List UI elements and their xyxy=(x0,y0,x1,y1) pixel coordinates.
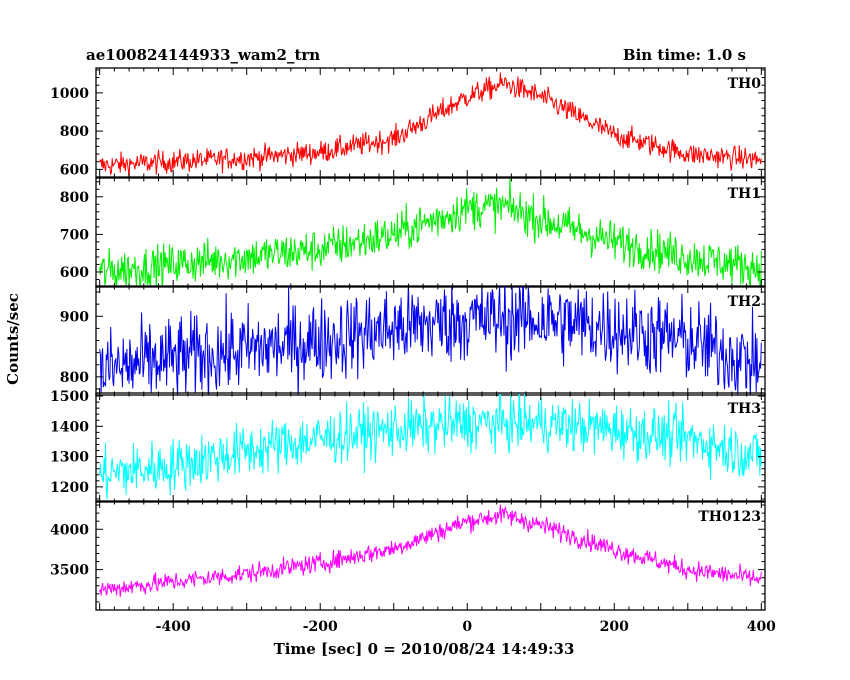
y-tick-label: 600 xyxy=(60,162,89,178)
y-tick-label: 1400 xyxy=(50,419,89,435)
panel-label-th0: TH0 xyxy=(728,76,762,92)
panel-frame xyxy=(95,500,766,611)
panel-label-th1: TH1 xyxy=(728,186,761,202)
y-tick-label: 1500 xyxy=(50,389,89,405)
panel-label-th0123: TH0123 xyxy=(698,509,761,525)
x-tick-label: 200 xyxy=(600,619,629,635)
x-tick-label: -400 xyxy=(156,619,191,635)
y-tick-label: 800 xyxy=(60,124,89,140)
x-tick-label: 0 xyxy=(462,619,472,635)
series-line-th0123 xyxy=(99,504,762,597)
x-axis: -400 -200 0 200 400 xyxy=(156,619,777,635)
series-line-th0 xyxy=(99,72,762,177)
y-tick-label: 800 xyxy=(60,190,89,206)
y-tick-label: 900 xyxy=(60,309,89,325)
x-tick-label: 400 xyxy=(747,619,776,635)
y-tick-label: 700 xyxy=(60,227,89,243)
panel-th0123: 3500 4000 TH0123 xyxy=(50,500,766,611)
y-tick-label: 800 xyxy=(60,370,89,386)
series-line-th1 xyxy=(99,178,762,287)
panel-label-th3: TH3 xyxy=(728,401,761,417)
panel-frame xyxy=(95,67,766,178)
y-tick-label: 4000 xyxy=(50,522,89,538)
panels-group: 600 800 1000 TH0 600 700 800 TH1 800 900 TH2 1200 13… xyxy=(50,67,766,611)
panel-label-th2: TH2 xyxy=(728,294,761,310)
y-tick-label: 3500 xyxy=(50,563,89,579)
x-axis-label: Time [sec] 0 = 2010/08/24 14:49:33 xyxy=(274,640,575,658)
panel-th1: 600 700 800 TH1 xyxy=(60,177,766,288)
y-tick-label: 1000 xyxy=(50,86,89,102)
panel-th3: 1200 1300 1400 1500 TH3 xyxy=(50,389,766,503)
series-line-th3 xyxy=(99,393,762,500)
y-tick-label: 600 xyxy=(60,265,89,281)
x-tick-label: -200 xyxy=(303,619,338,635)
panel-th0: 600 800 1000 TH0 xyxy=(50,67,766,178)
panel-frame xyxy=(95,392,766,503)
series-line-th2 xyxy=(99,286,762,395)
y-tick-label: 1200 xyxy=(50,480,89,496)
y-axis-label: Counts/sec xyxy=(4,293,22,385)
bin-time-label: Bin time: 1.0 s xyxy=(623,46,746,64)
panel-th2: 800 900 TH2 xyxy=(60,285,766,396)
y-tick-label: 1300 xyxy=(50,450,89,466)
chart-title: ae100824144933_wam2_trn xyxy=(86,46,320,64)
panel-frame xyxy=(95,177,766,288)
